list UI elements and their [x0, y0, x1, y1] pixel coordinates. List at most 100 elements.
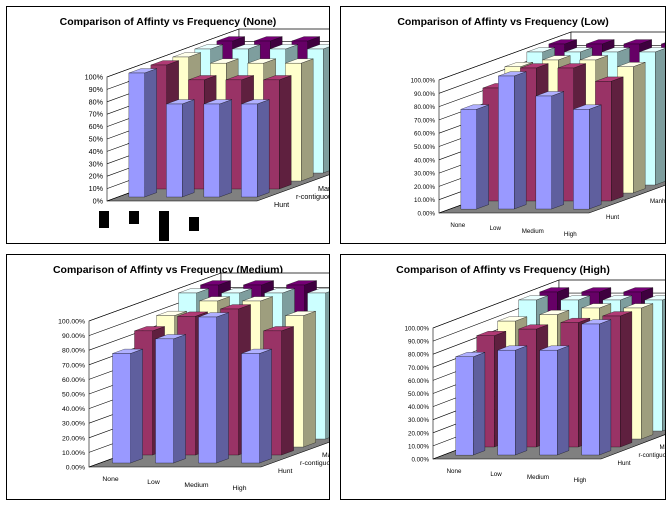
y-tick-label: 50.00% [408, 391, 429, 398]
y-tick-label: 80% [89, 97, 104, 106]
series-label: Manhattan [660, 444, 666, 451]
bar-side [476, 104, 489, 210]
y-tick-label: 30.00% [414, 171, 435, 178]
bars [460, 39, 665, 210]
chart-title: Comparison of Affinty vs Frequency (None… [59, 16, 277, 28]
y-tick-label: 70.00% [414, 117, 435, 124]
y-tick-label: 100.00% [405, 326, 430, 333]
bar [155, 334, 186, 464]
bar-front [128, 72, 145, 198]
bar-front [241, 353, 260, 464]
y-tick-label: 100.00% [411, 78, 436, 85]
bar-side [599, 319, 612, 456]
x-tick-label: None [450, 222, 465, 229]
bar-side [130, 348, 143, 464]
bar-side [515, 345, 528, 456]
bar-front [460, 109, 477, 210]
y-tick-label: 60.00% [62, 377, 85, 384]
chart-title: Comparison of Affinty vs Frequency (Low) [397, 16, 609, 28]
gridline [438, 31, 665, 81]
bar-side [303, 310, 316, 448]
series-label: Manhattan [322, 452, 329, 459]
bar [198, 312, 229, 464]
x-tick-label: High [233, 485, 247, 492]
bar-side [632, 62, 646, 194]
bar-front [203, 103, 220, 198]
bar-side [219, 99, 232, 198]
y-tick-label: 10.00% [408, 443, 429, 450]
marker-block [159, 211, 169, 241]
y-tick-label: 30% [89, 159, 104, 168]
bar [460, 104, 489, 210]
y-tick-label: 90.00% [62, 333, 85, 340]
x-tick-label: None [102, 476, 118, 483]
bar-side [610, 76, 624, 202]
gridline [106, 28, 329, 78]
bar-front [498, 75, 515, 210]
y-tick-label: 50.00% [414, 144, 435, 151]
bar [497, 345, 528, 456]
y-tick-label: 10.00% [414, 197, 435, 204]
bar-side [588, 104, 602, 210]
y-tick-label: 30.00% [408, 417, 429, 424]
series-label: Manhattan [650, 198, 665, 205]
bar-side [278, 75, 292, 190]
bar-side [300, 58, 314, 182]
bar [455, 352, 486, 456]
y-tick-label: 60.00% [408, 378, 429, 385]
bar-side [641, 303, 654, 440]
bar [166, 99, 195, 198]
bars [112, 280, 329, 464]
y-tick-label: 0% [93, 197, 104, 206]
gridline [88, 272, 329, 322]
y-tick-label: 40% [89, 147, 104, 156]
x-tick-label: High [564, 231, 577, 238]
bar-front [455, 356, 474, 456]
x-tick-label: High [574, 477, 587, 484]
bar-front [198, 316, 217, 464]
bar-side [173, 334, 186, 464]
series-label: Hunt [274, 200, 289, 209]
series-label: r-contiguous [300, 460, 329, 467]
bar-front [112, 353, 131, 464]
y-tick-label: 40.00% [414, 157, 435, 164]
y-tick-label: 0.00% [417, 211, 435, 218]
bar-side [662, 298, 665, 432]
bar-side [557, 345, 570, 456]
bar [573, 104, 602, 210]
x-tick-label: Medium [184, 482, 209, 489]
chart-panel-none: Comparison of Affinty vs Frequency (None… [6, 6, 330, 244]
series-label: Hunt [278, 468, 292, 475]
bar-side [181, 99, 195, 198]
series-label: Manhattan [318, 184, 329, 193]
bars [455, 287, 665, 456]
y-tick-label: 0.00% [411, 457, 429, 464]
y-tick-label: 60% [89, 122, 104, 131]
chart-svg: 0.00% 10.00% 20.00% 30.00% 40.00% 50.00% 60.00… [411, 31, 665, 238]
y-tick-label: 80.00% [62, 348, 85, 355]
y-tick-label: 20.00% [414, 184, 435, 191]
bar [203, 99, 232, 198]
y-tick-label: 40.00% [408, 404, 429, 411]
bar [128, 68, 157, 198]
y-tick-label: 100.00% [58, 319, 85, 326]
x-tick-label: Low [490, 471, 502, 478]
y-tick-label: 90.00% [414, 91, 435, 98]
y-tick-label: 30.00% [62, 421, 85, 428]
bar-front [535, 95, 552, 210]
y-tick-label: 20% [89, 172, 104, 181]
y-tick-label: 20.00% [62, 435, 85, 442]
y-tick-label: 0.00% [66, 465, 85, 472]
marker-block [189, 217, 199, 231]
y-tick-label: 20.00% [408, 430, 429, 437]
bar-side [551, 91, 564, 210]
bar [241, 99, 270, 198]
bar-side [216, 312, 229, 464]
chart-svg: 0.00% 10.00% 20.00% 30.00% 40.00% 50.00% 60.00… [58, 272, 329, 492]
marker-block [99, 211, 109, 228]
y-tick-label: 100% [85, 73, 104, 82]
x-tick-label: Low [147, 479, 160, 486]
bar-side [325, 291, 329, 440]
bar-front [539, 350, 558, 456]
gridline [432, 279, 665, 329]
